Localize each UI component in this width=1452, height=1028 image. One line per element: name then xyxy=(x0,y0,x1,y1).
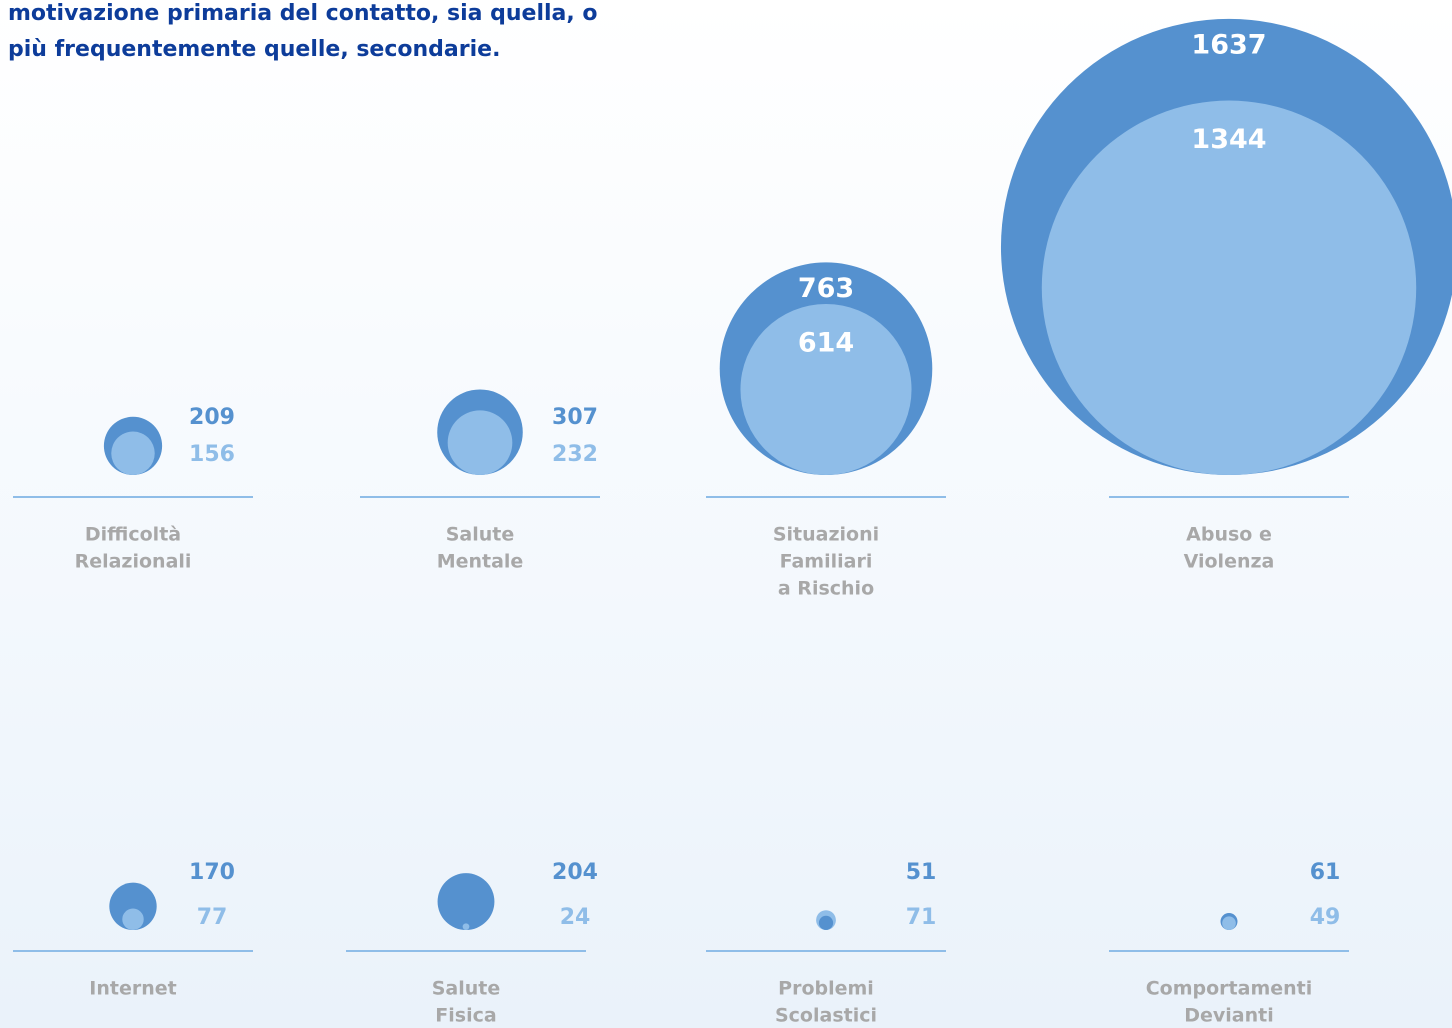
value-label: 24 xyxy=(560,905,591,930)
bubble xyxy=(122,908,144,931)
bubble xyxy=(109,882,157,930)
title-line: motivazione primaria del contatto, sia q… xyxy=(8,1,598,26)
category-label: Salute xyxy=(432,978,501,1000)
category-label: a Rischio xyxy=(778,578,874,600)
value-label: 614 xyxy=(798,327,854,358)
bubble xyxy=(111,431,155,475)
category-label: Relazionali xyxy=(75,551,192,573)
value-label: 170 xyxy=(189,860,235,885)
value-label: 61 xyxy=(1310,860,1341,885)
category-label: Devianti xyxy=(1184,1005,1274,1027)
bubble xyxy=(1222,916,1236,931)
category-label: Comportamenti xyxy=(1146,978,1313,1000)
bubble xyxy=(1041,100,1417,476)
category-label: Familiari xyxy=(780,551,873,573)
category-label: Situazioni xyxy=(773,524,879,546)
value-label: 209 xyxy=(189,405,235,430)
category-label: Scolastici xyxy=(775,1005,877,1027)
category-label: Abuso e xyxy=(1186,524,1272,546)
value-label: 71 xyxy=(906,905,937,930)
value-label: 1344 xyxy=(1191,124,1266,155)
bubble xyxy=(437,873,495,931)
category-label: Problemi xyxy=(778,978,874,1000)
category-label: Difficoltà xyxy=(85,524,181,546)
category-label: Fisica xyxy=(435,1005,496,1027)
value-label: 77 xyxy=(197,905,228,930)
category-label: Salute xyxy=(446,524,515,546)
value-label: 763 xyxy=(798,273,854,304)
value-label: 49 xyxy=(1310,905,1341,930)
category-label: Mentale xyxy=(437,551,524,573)
bubble xyxy=(447,410,513,475)
bubble xyxy=(462,923,470,930)
value-label: 51 xyxy=(906,860,937,885)
category-label: Internet xyxy=(89,978,176,1000)
value-label: 1637 xyxy=(1191,29,1266,60)
value-label: 204 xyxy=(552,860,598,885)
value-label: 307 xyxy=(552,405,598,430)
bubble xyxy=(818,915,834,930)
value-label: 232 xyxy=(552,442,598,467)
category-label: Violenza xyxy=(1184,551,1275,573)
bubble xyxy=(740,303,912,475)
title-line: più frequentemente quelle, secondarie. xyxy=(8,37,500,62)
value-label: 156 xyxy=(189,442,235,467)
